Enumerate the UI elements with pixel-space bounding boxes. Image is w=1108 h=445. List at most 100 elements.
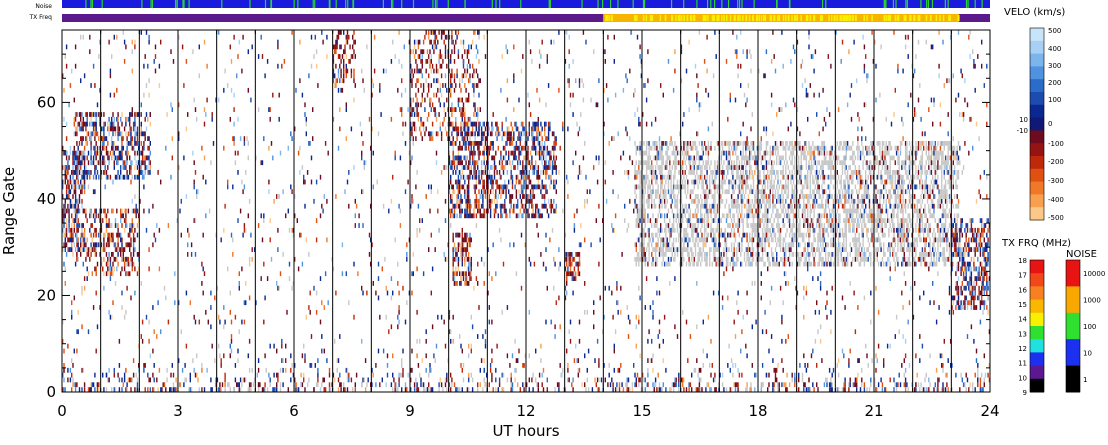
data-cell <box>871 232 873 238</box>
data-cell <box>439 121 441 127</box>
data-cell <box>819 256 822 262</box>
data-cell <box>670 203 672 209</box>
tx-freq-fleck <box>717 15 719 21</box>
data-cell <box>654 242 657 248</box>
data-cell <box>535 203 537 209</box>
data-cell <box>764 194 766 199</box>
data-cell <box>468 266 470 272</box>
data-cell <box>105 136 108 141</box>
data-cell <box>109 261 112 267</box>
data-cell <box>865 208 867 214</box>
data-cell <box>700 237 702 243</box>
data-cell <box>767 179 769 185</box>
data-cell <box>682 247 684 252</box>
data-cell <box>799 194 801 199</box>
data-cell <box>643 150 645 156</box>
data-cell <box>720 198 722 204</box>
data-cell <box>86 170 88 175</box>
data-cell <box>798 256 800 262</box>
data-cell <box>506 184 509 190</box>
data-cell <box>500 194 502 199</box>
data-cell <box>428 34 430 40</box>
data-cell <box>725 261 728 267</box>
data-cell <box>440 136 443 141</box>
data-cell <box>522 126 524 132</box>
data-cell <box>343 68 345 74</box>
data-cell <box>143 155 145 161</box>
data-cell <box>113 150 115 156</box>
data-cell <box>781 141 783 146</box>
data-cell <box>635 218 637 223</box>
data-cell <box>480 189 483 195</box>
data-cell <box>63 203 65 209</box>
data-cell <box>510 131 512 137</box>
data-cell <box>858 247 860 252</box>
data-cell <box>72 232 74 238</box>
data-cell <box>786 160 788 166</box>
data-cell <box>682 208 684 214</box>
data-cell <box>769 194 771 199</box>
data-cell <box>138 256 140 262</box>
data-cell <box>734 237 737 243</box>
data-cell <box>544 126 546 132</box>
noise-fleck <box>390 0 393 8</box>
data-cell <box>451 184 453 190</box>
tx-freq-fleck <box>793 15 796 21</box>
data-cell <box>845 242 847 248</box>
data-cell <box>665 252 667 257</box>
data-cell <box>841 242 844 248</box>
data-cell <box>484 189 487 195</box>
data-cell <box>754 155 756 161</box>
data-cell <box>412 49 414 55</box>
data-cell <box>639 184 641 190</box>
data-cell <box>770 160 773 166</box>
data-cell <box>826 160 828 166</box>
data-cell <box>706 223 708 228</box>
data-cell <box>550 150 552 156</box>
data-cell <box>684 170 686 175</box>
data-cell <box>413 54 416 59</box>
data-cell <box>671 208 673 214</box>
data-cell <box>69 227 72 233</box>
data-cell <box>537 136 539 141</box>
data-cell <box>125 121 127 127</box>
data-cell <box>462 141 465 146</box>
data-cell <box>712 252 715 257</box>
data-cell <box>65 218 68 223</box>
data-cell <box>89 227 91 233</box>
data-cell <box>554 141 556 146</box>
data-cell <box>353 68 355 74</box>
data-cell <box>78 155 81 161</box>
data-cell <box>87 160 90 166</box>
data-cell <box>83 165 86 170</box>
data-cell <box>835 247 837 252</box>
data-cell <box>113 121 115 127</box>
data-cell <box>550 203 552 209</box>
noise-fleck <box>293 0 295 8</box>
data-cell <box>840 141 842 146</box>
data-cell <box>78 170 81 175</box>
data-cell <box>62 213 64 219</box>
data-cell <box>577 261 579 267</box>
data-cell <box>693 170 695 175</box>
data-cell <box>751 213 753 219</box>
data-cell <box>667 174 670 180</box>
data-cell <box>720 261 722 267</box>
data-cell <box>694 160 697 166</box>
data-cell <box>689 237 692 243</box>
data-cell <box>774 174 777 180</box>
data-cell <box>755 160 757 166</box>
data-cell <box>733 242 735 248</box>
data-cell <box>527 213 529 219</box>
data-cell <box>670 256 672 262</box>
data-cell <box>849 252 851 257</box>
data-cell <box>782 203 784 209</box>
data-cell <box>742 227 744 233</box>
data-cell <box>94 136 96 141</box>
data-cell <box>575 271 577 277</box>
data-cell <box>109 150 112 156</box>
data-cell <box>742 165 744 170</box>
data-cell <box>94 112 96 117</box>
data-cell <box>684 179 686 185</box>
data-cell <box>531 194 533 199</box>
